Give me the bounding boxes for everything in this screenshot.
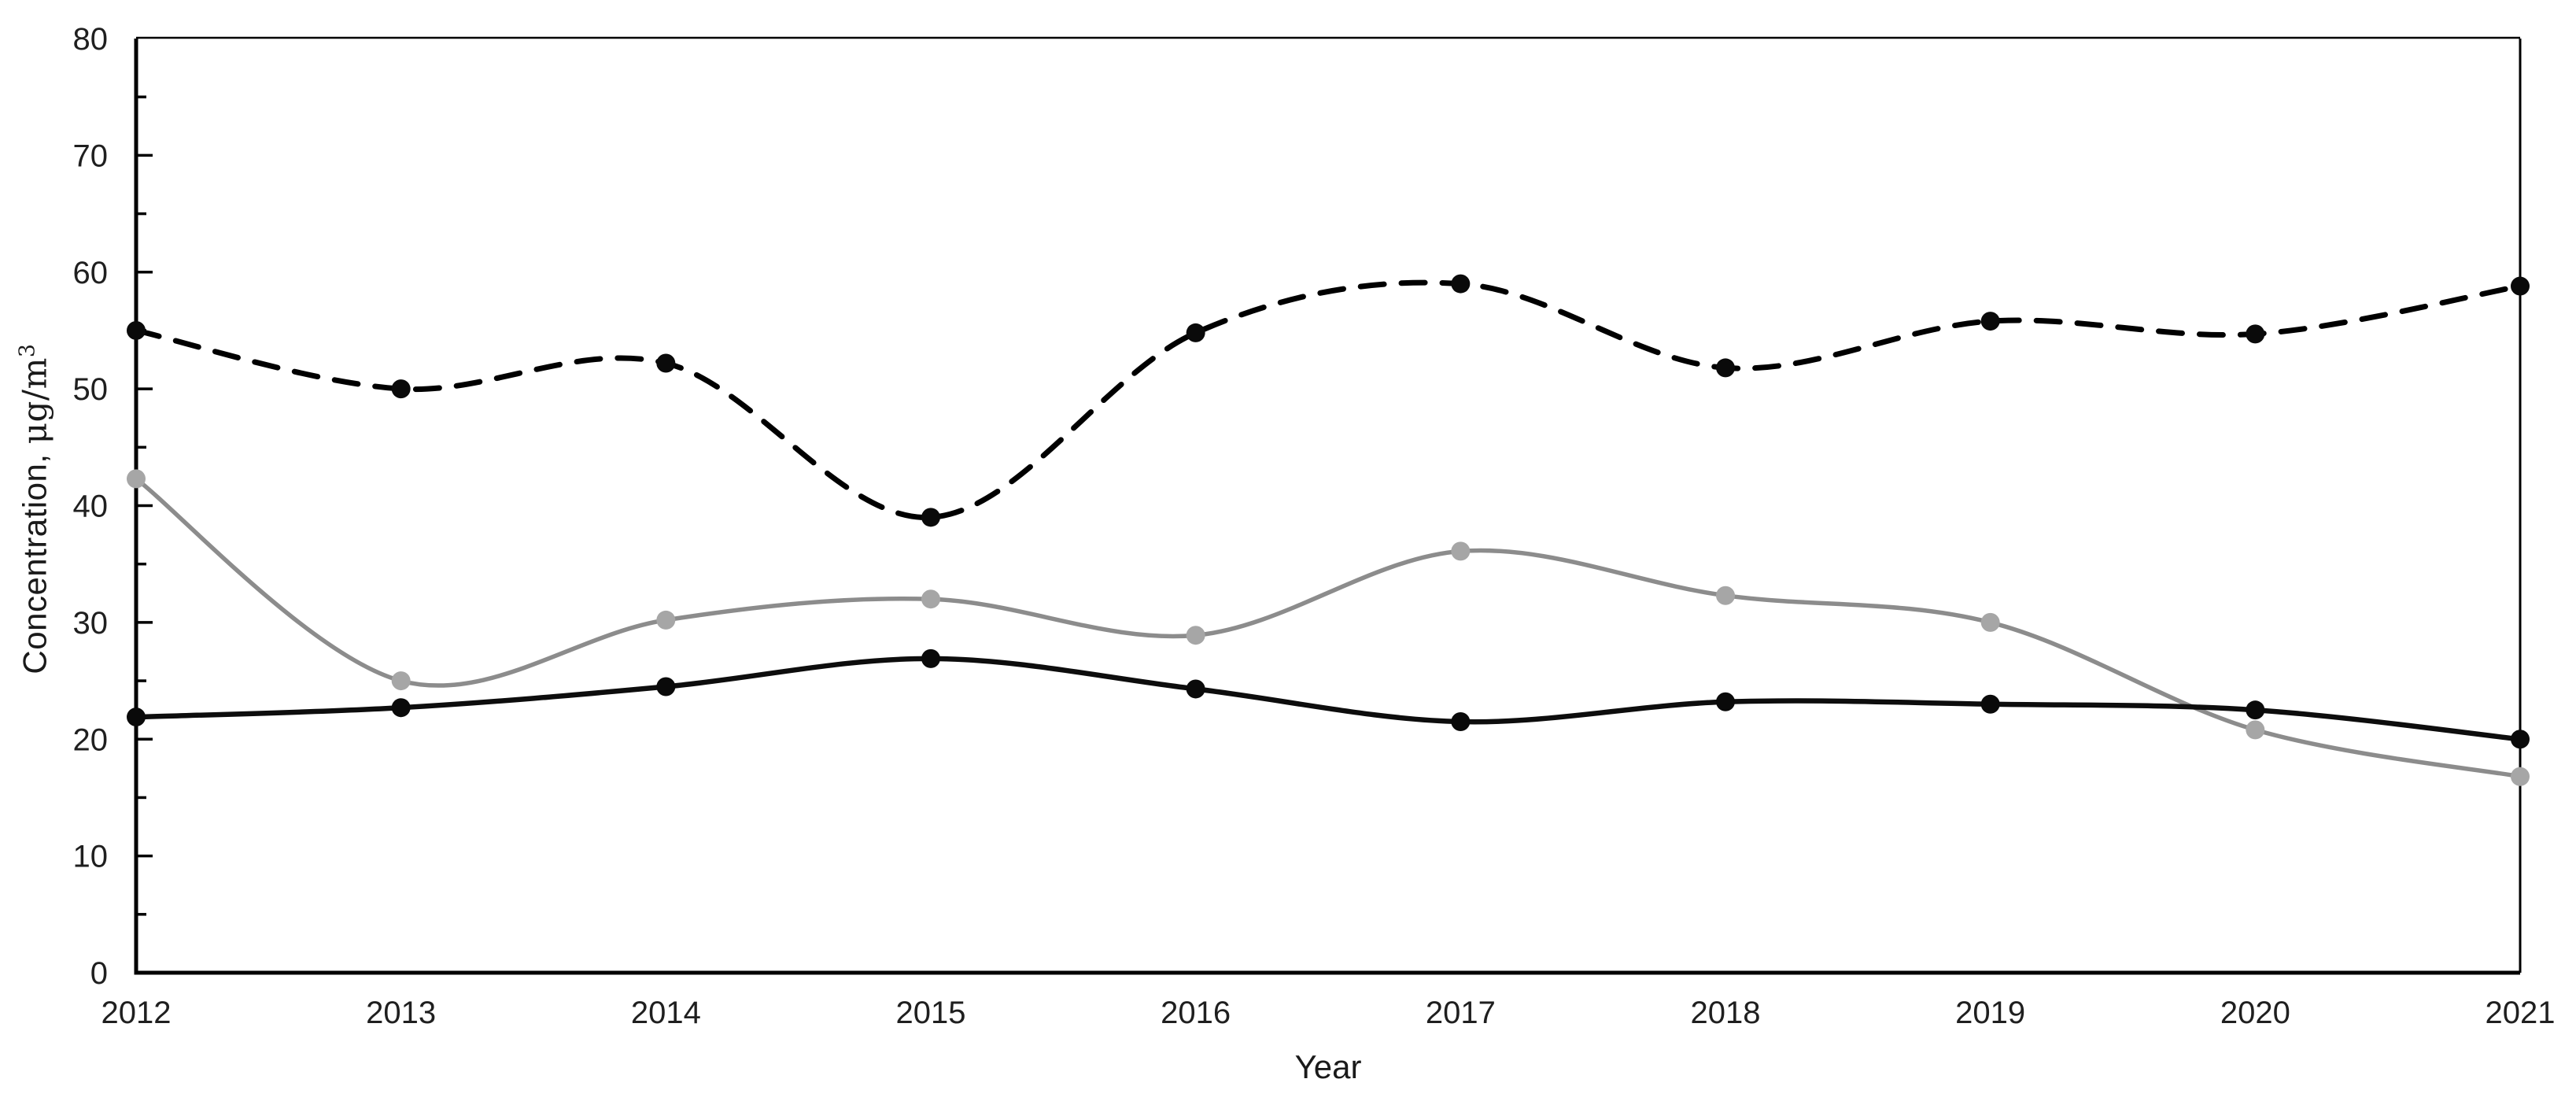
series-marker-upper-dashed-black <box>1716 358 1735 378</box>
series-marker-middle-solid-gray <box>391 671 411 691</box>
series-marker-middle-solid-gray <box>1451 541 1471 561</box>
series-marker-upper-dashed-black <box>1980 312 2000 331</box>
y-tick-label: 80 <box>73 22 109 57</box>
series-marker-lower-solid-black <box>1451 711 1471 731</box>
series-marker-lower-solid-black <box>391 698 411 718</box>
series-marker-middle-solid-gray <box>656 610 676 630</box>
series-marker-lower-solid-black <box>921 648 940 668</box>
x-tick-label: 2015 <box>896 996 966 1030</box>
series-marker-upper-dashed-black <box>391 379 411 399</box>
x-axis-title: Year <box>1294 1048 1362 1085</box>
series-marker-upper-dashed-black <box>127 320 146 340</box>
series-line-middle-solid-gray <box>134 476 2522 779</box>
series-marker-middle-solid-gray <box>1186 626 1205 645</box>
series-marker-lower-solid-black <box>1716 692 1735 711</box>
series-marker-upper-dashed-black <box>2246 324 2265 344</box>
x-tick-label: 2017 <box>1426 996 1496 1030</box>
y-axis-title: Concentration, μg/m3 <box>16 249 54 769</box>
y-axis-unit-exponent: 3 <box>15 343 40 358</box>
x-tick-label: 2021 <box>2486 996 2556 1030</box>
series-line-lower-solid-black <box>133 656 2523 742</box>
y-tick-label: 0 <box>90 956 108 991</box>
y-tick-label: 50 <box>73 372 109 407</box>
y-tick-label: 60 <box>73 256 109 290</box>
series-marker-lower-solid-black <box>1186 679 1205 699</box>
series-marker-middle-solid-gray <box>127 469 146 489</box>
x-tick-label: 2019 <box>1955 996 2025 1030</box>
series-marker-middle-solid-gray <box>1980 612 2000 632</box>
series-marker-upper-dashed-black <box>656 353 676 373</box>
series-line-upper-dashed-black <box>133 279 2523 520</box>
series-marker-middle-solid-gray <box>1716 586 1735 605</box>
y-axis-title-text: Concentration, <box>16 444 54 674</box>
series-marker-upper-dashed-black <box>1186 323 1205 342</box>
x-tick-label: 2018 <box>1691 996 1761 1030</box>
series-marker-middle-solid-gray <box>921 589 940 609</box>
series-marker-lower-solid-black <box>1980 694 2000 714</box>
series-marker-lower-solid-black <box>127 708 146 727</box>
series-marker-middle-solid-gray <box>2246 720 2265 740</box>
y-tick-label: 40 <box>73 490 109 524</box>
y-tick-label: 20 <box>73 722 109 757</box>
series-marker-upper-dashed-black <box>2511 276 2530 296</box>
x-tick-label: 2012 <box>101 996 172 1030</box>
series-marker-upper-dashed-black <box>921 508 940 527</box>
series-marker-upper-dashed-black <box>1451 274 1471 294</box>
y-tick-label: 10 <box>73 840 109 874</box>
x-tick-label: 2020 <box>2220 996 2290 1030</box>
y-tick-label: 70 <box>73 139 109 173</box>
y-tick-label: 30 <box>73 606 109 641</box>
series-marker-middle-solid-gray <box>2511 767 2530 786</box>
series-marker-lower-solid-black <box>2511 730 2530 749</box>
x-tick-label: 2013 <box>366 996 436 1030</box>
y-axis-unit: μg/m <box>15 357 54 445</box>
x-tick-label: 2016 <box>1161 996 1231 1030</box>
x-tick-label: 2014 <box>631 996 701 1030</box>
series-marker-lower-solid-black <box>2246 700 2265 720</box>
series-marker-lower-solid-black <box>656 677 676 696</box>
